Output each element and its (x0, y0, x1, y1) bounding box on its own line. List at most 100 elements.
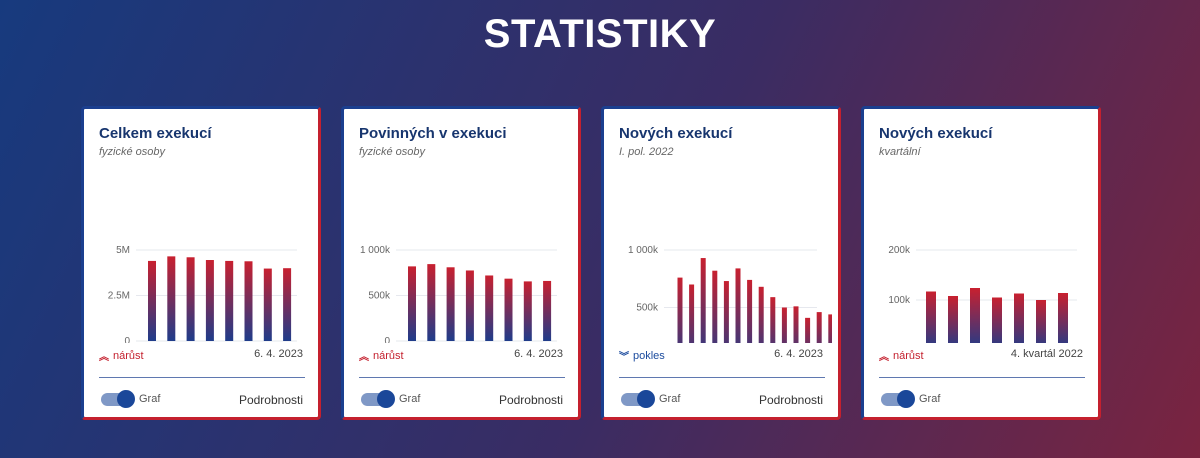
stat-card-debtors: Povinných v exekuci fyzické osoby 0 500k 1… (341, 106, 581, 420)
toggle-label: Graf (139, 393, 161, 405)
trend-label: nárůst (113, 349, 144, 362)
divider (359, 377, 565, 378)
bar[interactable] (1058, 293, 1068, 343)
trend-indicator: ︽ nárůst (359, 348, 404, 364)
bar[interactable] (770, 297, 776, 343)
bar[interactable] (758, 286, 764, 343)
y-tick-label: 2.5M (108, 291, 130, 302)
bar[interactable] (677, 277, 683, 343)
trend-label: nárůst (893, 349, 924, 362)
card-title: Nových exekucí (619, 125, 733, 142)
card-date: 4. kvartál 2022 (1010, 348, 1083, 360)
bar[interactable] (793, 306, 799, 343)
card-date: 6. 4. 2023 (514, 348, 563, 360)
card-subtitle: kvartální (879, 146, 921, 158)
details-link[interactable]: Podrobnosti (238, 393, 303, 407)
bar[interactable] (446, 267, 455, 341)
bar[interactable] (828, 314, 832, 343)
chart-toggle[interactable] (881, 390, 915, 408)
trend-indicator: ︽ nárůst (99, 348, 144, 364)
bar[interactable] (700, 258, 706, 343)
card-title: Povinných v exekuci (359, 125, 507, 142)
y-tick-label: 1 000k (360, 245, 391, 256)
card-subtitle: fyzické osoby (359, 146, 426, 158)
bar[interactable] (712, 270, 718, 343)
chevrons-down-icon: ︾ (619, 352, 629, 363)
bar[interactable] (1014, 293, 1024, 344)
bar[interactable] (283, 268, 292, 341)
card-title: Celkem exekucí (99, 125, 212, 142)
chevrons-up-icon: ︽ (99, 352, 109, 363)
bar[interactable] (205, 260, 214, 341)
card-date: 6. 4. 2023 (254, 348, 303, 360)
bar[interactable] (723, 281, 729, 343)
stat-card-new-executions-quarterly: Nových exekucí kvartální 0100k200kII.Q 2… (861, 106, 1101, 420)
chevrons-up-icon: ︽ (879, 352, 889, 363)
y-tick-label: 500k (636, 303, 659, 314)
toggle-knob (117, 390, 135, 408)
chart-toggle[interactable] (621, 390, 655, 408)
bar[interactable] (816, 312, 822, 343)
divider (879, 377, 1085, 378)
y-tick-label: 1 000k (628, 245, 659, 256)
trend-indicator: ︾ pokles (619, 348, 665, 364)
bar[interactable] (225, 260, 234, 341)
bar[interactable] (948, 296, 958, 343)
bar[interactable] (992, 297, 1002, 344)
card-title: Nových exekucí (879, 125, 993, 142)
stat-card-total-executions: Celkem exekucí fyzické osoby 02.5M5M2016… (81, 106, 321, 420)
chart-toggle[interactable] (101, 390, 135, 408)
bar[interactable] (485, 275, 494, 341)
y-tick-label: 500k (368, 291, 391, 302)
divider (99, 377, 305, 378)
bar[interactable] (504, 278, 513, 341)
details-link[interactable]: Podrobnosti (758, 393, 823, 407)
y-tick-label: 5M (116, 245, 130, 256)
bar[interactable] (186, 257, 195, 341)
toggle-knob (897, 390, 915, 408)
y-tick-label: 0 (384, 336, 390, 343)
card-date: 6. 4. 2023 (774, 348, 823, 360)
toggle-label: Graf (919, 393, 941, 405)
card-subtitle: fyzické osoby (99, 146, 166, 158)
toggle-label: Graf (399, 393, 421, 405)
y-tick-label: 0 (124, 336, 130, 343)
chevrons-up-icon: ︽ (359, 352, 369, 363)
toggle-label: Graf (659, 393, 681, 405)
bar[interactable] (926, 291, 936, 344)
y-tick-label: 200k (888, 245, 911, 256)
bar[interactable] (970, 288, 980, 343)
bar[interactable] (408, 266, 416, 341)
bar-chart: 02.5M5M201620172018201920202021202206. 0… (108, 245, 297, 343)
page-title: STATISTIKY (483, 12, 717, 56)
bar[interactable] (1036, 300, 1046, 343)
bar[interactable] (263, 268, 272, 341)
bar-chart: 0100k200kII.Q 2021III.Q 2021IV.Q 2021I.Q… (888, 245, 1077, 344)
trend-label: pokles (633, 349, 665, 362)
bar[interactable] (523, 281, 532, 341)
card-subtitle: I. pol. 2022 (619, 146, 674, 158)
bar[interactable] (543, 280, 552, 341)
bar[interactable] (244, 261, 253, 341)
bar[interactable] (735, 268, 741, 343)
toggle-knob (637, 390, 655, 408)
trend-indicator: ︽ nárůst (879, 348, 924, 364)
chart-toggle[interactable] (361, 390, 395, 408)
bar[interactable] (148, 260, 156, 341)
bar[interactable] (427, 264, 436, 341)
bar[interactable] (167, 256, 176, 341)
toggle-knob (377, 390, 395, 408)
details-link[interactable]: Podrobnosti (498, 393, 563, 407)
y-tick-label: 100k (888, 295, 911, 306)
bar[interactable] (781, 307, 787, 344)
bar[interactable] (747, 279, 753, 343)
statistics-cards: Celkem exekucí fyzické osoby 02.5M5M2016… (81, 106, 1121, 420)
divider (619, 377, 825, 378)
bar[interactable] (465, 270, 474, 341)
trend-label: nárůst (373, 349, 404, 362)
bar[interactable] (805, 317, 811, 343)
bar[interactable] (689, 284, 695, 344)
